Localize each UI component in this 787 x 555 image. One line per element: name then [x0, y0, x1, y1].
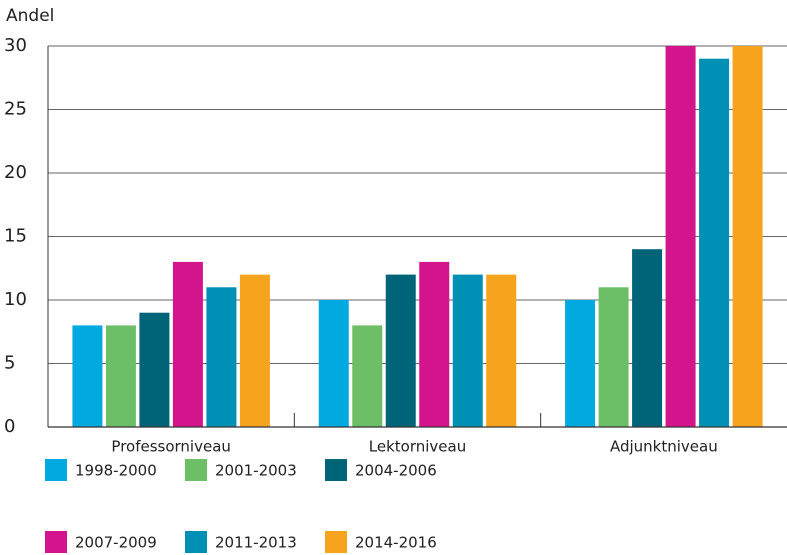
y-tick-label: 30 — [4, 35, 27, 56]
bar — [665, 46, 696, 427]
bar — [452, 274, 483, 427]
legend-swatch — [45, 531, 67, 553]
bar — [206, 287, 237, 427]
legend-swatch — [325, 459, 347, 481]
bar — [139, 312, 170, 427]
bar — [352, 325, 383, 427]
y-tick-label: 20 — [4, 162, 27, 183]
bar — [486, 274, 517, 427]
legend-label: 1998-2000 — [75, 462, 157, 480]
bar — [105, 325, 136, 427]
legend-label: 2011-2013 — [215, 534, 297, 552]
legend-label: 2004-2006 — [355, 462, 437, 480]
legend-swatch — [185, 459, 207, 481]
bar — [72, 325, 103, 427]
legend-swatch — [45, 459, 67, 481]
bar — [172, 261, 203, 427]
y-tick-label: 25 — [4, 99, 27, 120]
bar — [732, 46, 763, 427]
x-tick-label: Professorniveau — [111, 438, 231, 456]
legend-label: 2007-2009 — [75, 534, 157, 552]
legend-swatch — [325, 531, 347, 553]
bar — [565, 300, 596, 427]
y-tick-label: 15 — [4, 226, 27, 247]
bar — [239, 274, 270, 427]
bar — [699, 58, 730, 427]
y-axis-label: Andel — [6, 6, 54, 26]
x-tick-label: Lektorniveau — [369, 438, 466, 456]
x-tick-label: Adjunktniveau — [610, 438, 718, 456]
y-tick-label: 10 — [4, 289, 27, 310]
bar — [598, 287, 629, 427]
bar — [632, 249, 663, 427]
legend-label: 2014-2016 — [355, 534, 437, 552]
bar — [385, 274, 416, 427]
y-tick-label: 5 — [4, 353, 15, 374]
bar — [419, 261, 450, 427]
legend-swatch — [185, 531, 207, 553]
bar — [318, 300, 349, 427]
legend-label: 2001-2003 — [215, 462, 297, 480]
y-tick-label: 0 — [4, 416, 15, 437]
